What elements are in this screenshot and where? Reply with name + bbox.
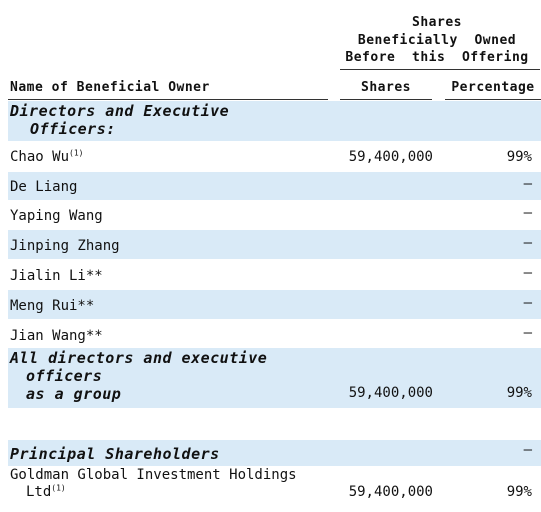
header-group-rule — [340, 69, 540, 70]
table-row-name: Yaping Wang — [10, 208, 103, 224]
band-row — [8, 230, 541, 259]
table-row-name: Jian Wang** — [10, 328, 103, 344]
col-header-percentage: Percentage — [451, 80, 535, 95]
group-total-percentage: 99% — [506, 385, 532, 401]
col-rule-name — [8, 99, 328, 100]
section-group-line3: as a group — [26, 385, 122, 403]
col-rule-percentage — [445, 99, 541, 100]
table-row-percentage: — — [523, 205, 532, 221]
goldman-name-line2: Ltd(1) — [26, 483, 66, 500]
section-group-line1: All directors and executive — [10, 349, 268, 367]
section-directors-line2: Officers: — [30, 120, 116, 138]
footnote-marker: (1) — [69, 148, 84, 158]
band-row — [8, 172, 541, 200]
table-row-percentage: — — [523, 265, 532, 281]
band-directors — [8, 101, 541, 141]
table-row-name: Jialin Li** — [10, 268, 103, 284]
table-row-name: Meng Rui** — [10, 298, 95, 314]
header-group-line3: Before this Offering — [345, 50, 529, 65]
section-directors-line1: Directors and Executive — [10, 102, 230, 120]
goldman-shares: 59,400,000 — [348, 484, 433, 500]
header-group-line1: Shares — [412, 15, 462, 30]
table-row-percentage: 99% — [506, 149, 532, 165]
table-row-percentage: — — [523, 325, 532, 341]
band-principal — [8, 440, 541, 466]
table-row-percentage: — — [523, 176, 532, 192]
footnote-marker: (1) — [51, 483, 66, 493]
table-row-percentage: — — [523, 295, 532, 311]
band-group-total — [8, 348, 541, 408]
table-row-shares: 59,400,000 — [348, 149, 433, 165]
group-total-shares: 59,400,000 — [348, 385, 433, 401]
section-principal: Principal Shareholders — [10, 445, 220, 463]
header-group-line2: Beneficially Owned — [357, 33, 517, 48]
table-row-percentage: — — [523, 235, 532, 251]
table-row-name: De Liang — [10, 179, 78, 195]
goldman-percentage: 99% — [506, 484, 532, 500]
section-principal-percentage: — — [523, 442, 532, 458]
band-row — [8, 290, 541, 319]
col-header-name: Name of Beneficial Owner — [10, 80, 210, 95]
col-rule-shares — [340, 99, 432, 100]
section-group-line2: officers — [26, 367, 103, 385]
goldman-name-line1: Goldman Global Investment Holdings — [10, 467, 297, 483]
table-row-name: Jinping Zhang — [10, 238, 120, 254]
table-row-name: Chao Wu(1) — [10, 148, 84, 165]
col-header-shares: Shares — [361, 80, 411, 95]
